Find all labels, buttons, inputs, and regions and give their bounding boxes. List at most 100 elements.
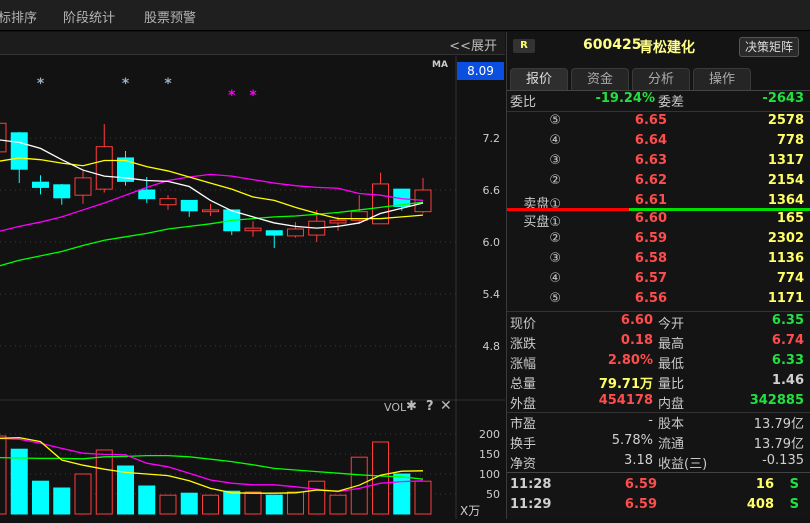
signal-marker: * xyxy=(122,76,130,92)
bid-row: ④ 6.57 774 xyxy=(507,271,807,291)
close-icon[interactable]: ✕ xyxy=(440,398,452,414)
ask-volume: 1364 xyxy=(767,193,804,208)
help-icon[interactable]: ? xyxy=(426,399,434,414)
fin-value: 3.18 xyxy=(624,453,653,468)
ask-volume: 1317 xyxy=(767,153,804,168)
stat-value: 6.33 xyxy=(771,353,804,368)
volume-bar xyxy=(0,435,7,515)
ma-label: MA xyxy=(432,60,448,70)
fin-value: 13.79亿 xyxy=(753,437,804,452)
tick-time: 11:29 xyxy=(510,497,552,512)
fin-value: -0.135 xyxy=(762,453,804,468)
volume-bar xyxy=(10,448,28,515)
volume-bar xyxy=(138,485,156,515)
weibi-label: 委比 xyxy=(510,95,537,110)
volume-bar xyxy=(308,480,326,515)
ask-row: ⑤ 6.65 2578 xyxy=(507,113,807,133)
ma10-line xyxy=(0,157,424,220)
candle-body xyxy=(287,228,304,237)
candle-body xyxy=(350,211,368,221)
ma60-line xyxy=(0,201,424,267)
ask-level: ③ xyxy=(549,153,561,168)
ask-level: ⑤ xyxy=(549,113,561,128)
bid-level: ④ xyxy=(549,271,561,286)
candle-body xyxy=(95,146,113,190)
price-tick-label: 5.4 xyxy=(483,288,501,301)
tick-volume: 16 xyxy=(755,477,774,492)
bid-row: 买盘① 6.60 165 xyxy=(507,211,807,231)
decision-matrix-button[interactable]: 决策矩阵 xyxy=(739,37,799,57)
price-tick-label: 4.8 xyxy=(483,340,501,353)
candle-body xyxy=(329,219,347,224)
signal-marker: * xyxy=(164,76,172,92)
stat-row: 总量 79.71万 量比 1.46 xyxy=(507,373,807,393)
buy-ratio-fill xyxy=(507,208,629,211)
menu-stock-alert[interactable]: 股票预警 xyxy=(144,11,197,26)
price-tick-label: 6.0 xyxy=(483,236,501,249)
stat-value: 2.80% xyxy=(607,353,653,368)
stock-name: 青松建化 xyxy=(639,40,695,56)
ask-volume: 2154 xyxy=(767,173,804,188)
candle-body xyxy=(180,199,198,212)
menu-period-stats[interactable]: 阶段统计 xyxy=(63,11,116,26)
volume-bar xyxy=(32,480,49,515)
bid-volume: 2302 xyxy=(767,231,804,246)
volume-bar xyxy=(95,449,113,515)
bid-price: 6.56 xyxy=(634,291,667,306)
stat-value: 79.71万 xyxy=(598,377,653,392)
order-ratio-bar xyxy=(507,208,810,211)
candle-body xyxy=(138,189,156,200)
tab-funds[interactable]: 资金 xyxy=(571,68,629,90)
ask-price: 6.65 xyxy=(634,113,667,128)
bid-level: ⑤ xyxy=(549,291,561,306)
menu-indicator-sort[interactable]: 标排序 xyxy=(0,11,38,26)
volume-bar xyxy=(244,491,262,515)
kline-chart[interactable]: 7.2 6.6 6.0 5.4 4.8 200 150 100 50 * * * * * MA 8.09 … xyxy=(0,56,505,519)
volume-bar xyxy=(223,490,241,515)
bid-volume: 774 xyxy=(776,271,804,286)
vol-unit: X万 xyxy=(460,504,481,518)
current-price-tag: 8.09 xyxy=(457,62,504,80)
signal-marker: * xyxy=(37,76,45,92)
price-tick-label: 7.2 xyxy=(483,132,501,145)
ask-price: 6.62 xyxy=(634,173,667,188)
tick-volume: 408 xyxy=(746,497,774,512)
fin-row: 换手 5.78% 流通 13.79亿 xyxy=(507,433,807,453)
volume-bar xyxy=(372,441,389,515)
stat-value: 6.74 xyxy=(771,333,804,348)
gear-icon[interactable]: ✱ xyxy=(406,399,417,414)
fin-label: 股本 xyxy=(658,417,685,432)
tick-row: 11:29 6.59 408 S xyxy=(507,497,807,517)
bid-price: 6.57 xyxy=(634,271,667,286)
ma20-line xyxy=(0,173,424,232)
expand-button[interactable]: <<展开 xyxy=(449,39,497,54)
stat-value: 342885 xyxy=(749,393,804,408)
bid-volume: 165 xyxy=(776,211,804,226)
candle-body xyxy=(202,209,219,213)
tick-side: S xyxy=(789,477,799,492)
candle-body xyxy=(74,177,92,196)
menu-bar: 标排序 阶段统计 股票预警 xyxy=(0,0,810,31)
stat-row: 现价 6.60 今开 6.35 xyxy=(507,313,807,333)
fin-label: 市盈 xyxy=(510,417,537,432)
tab-analysis[interactable]: 分析 xyxy=(632,68,690,90)
ask-row: ② 6.62 2154 xyxy=(507,173,807,193)
stat-value: 6.60 xyxy=(620,313,653,328)
stat-label: 最低 xyxy=(658,357,685,372)
weicha-value: -2643 xyxy=(762,91,804,106)
fin-value: 13.79亿 xyxy=(753,417,804,432)
bid-row: ② 6.59 2302 xyxy=(507,231,807,251)
candle-body xyxy=(372,183,389,225)
candle-body xyxy=(159,198,177,206)
candle-body xyxy=(0,122,7,153)
tab-operation[interactable]: 操作 xyxy=(693,68,751,90)
bid-level: ② xyxy=(549,231,561,246)
stat-label: 涨跌 xyxy=(510,337,537,352)
tab-quote[interactable]: 报价 xyxy=(510,68,568,90)
candle-body xyxy=(244,227,262,232)
ask-level: ④ xyxy=(549,133,561,148)
quote-panel: R 600425 青松建化 决策矩阵 报价 资金 分析 操作 委比 -19.24… xyxy=(506,32,810,519)
stock-code: 600425 xyxy=(583,37,642,53)
stat-row: 外盘 454178 内盘 342885 xyxy=(507,393,807,413)
vma5-line xyxy=(0,436,424,494)
